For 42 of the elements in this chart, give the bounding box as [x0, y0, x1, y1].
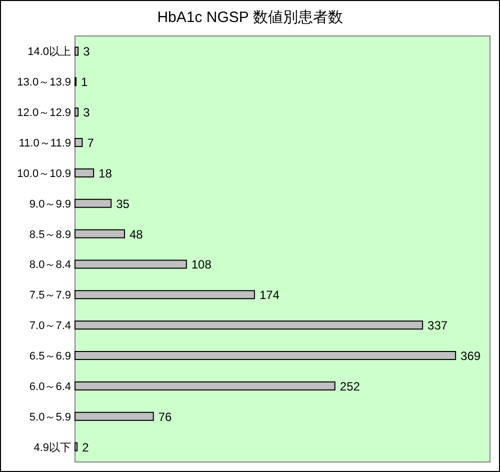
bar [74, 198, 112, 208]
y-tick-label: 6.5～6.9 [29, 350, 71, 362]
bar [74, 412, 154, 421]
y-tick-label: 4.9以下 [34, 440, 71, 454]
y-tick-label: 13.0～13.9 [17, 76, 71, 89]
y-tick-label: 5.0～5.9 [29, 411, 71, 424]
data-label: 337 [428, 318, 448, 333]
data-label: 174 [259, 288, 280, 302]
data-label: 3 [83, 44, 90, 59]
data-label: 7 [87, 136, 94, 150]
y-tick-label: 7.5～7.9 [29, 290, 71, 302]
y-tick-label: 11.0～11.9 [18, 138, 71, 150]
y-tick-label: 6.0～6.4 [29, 380, 71, 393]
y-tick-label: 12.0～12.9 [17, 107, 71, 120]
data-label: 18 [98, 166, 112, 180]
chart-title: HbA1c NGSP 数値別患者数 [157, 9, 343, 26]
y-tick-label: 7.0～7.4 [29, 320, 71, 332]
data-label: 2 [82, 440, 90, 454]
data-label: 3 [83, 106, 90, 120]
y-tick-label: 10.0～10.9 [17, 168, 71, 180]
data-label: 369 [460, 349, 481, 363]
data-label: 48 [130, 227, 144, 242]
y-tick-label: 9.0～9.9 [29, 198, 71, 210]
y-tick-label: 8.5～8.9 [29, 228, 71, 241]
bar [74, 442, 78, 452]
bar [74, 290, 255, 300]
data-label: 1 [81, 75, 88, 90]
bar [74, 381, 336, 390]
data-label: 108 [191, 258, 212, 272]
y-tick-label: 8.0～8.4 [29, 259, 71, 272]
bar [74, 108, 79, 117]
data-label: 252 [340, 379, 360, 394]
bar [74, 229, 126, 238]
bar [74, 260, 187, 269]
bar [74, 138, 83, 147]
bar [74, 351, 456, 360]
data-label: 35 [116, 196, 130, 211]
bar [74, 168, 94, 178]
y-tick-label: 14.0以上 [28, 45, 71, 58]
bar [74, 46, 79, 56]
data-label: 76 [158, 410, 172, 424]
bar [74, 320, 424, 330]
